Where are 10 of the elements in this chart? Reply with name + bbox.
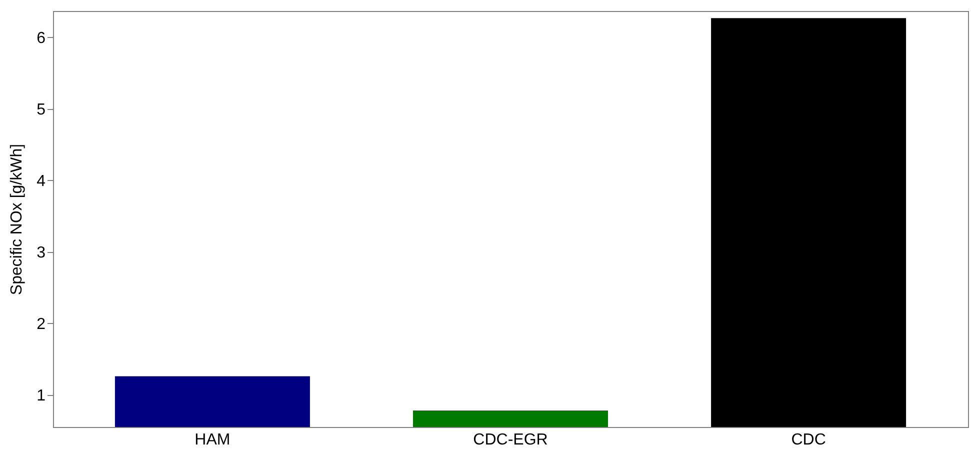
- y-tick-label: 1: [36, 387, 46, 404]
- y-axis-title: Specific NOx [g/kWh]: [8, 144, 26, 296]
- y-tick-label: 3: [36, 244, 46, 262]
- x-tick-label: HAM: [194, 432, 230, 448]
- x-tick-label: CDC: [791, 432, 826, 448]
- y-tick-label: 5: [36, 101, 46, 118]
- y-tick-label: 6: [36, 30, 46, 47]
- x-tick-label: CDC-EGR: [473, 432, 548, 448]
- y-tick-label: 4: [36, 172, 46, 190]
- y-tick-label: 2: [36, 316, 46, 333]
